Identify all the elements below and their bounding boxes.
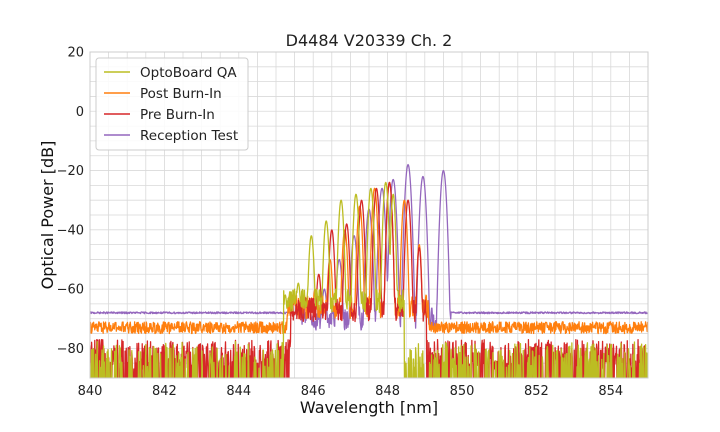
- x-tick-label: 846: [301, 384, 326, 399]
- plot-area-frame: [89, 51, 649, 379]
- x-tick-labels: 840 842 844 846 848 850 852 854: [78, 384, 624, 399]
- series-layer: [90, 163, 648, 378]
- legend-label: Pre Burn-In: [140, 107, 215, 123]
- legend-box: [95, 57, 249, 151]
- y-tick-label: −60: [57, 283, 84, 298]
- y-tick-label: −80: [57, 342, 84, 357]
- y-tick-label: 20: [67, 46, 84, 61]
- legend: OptoBoard QA Post Burn-In Pre Burn-In Recep…: [95, 57, 249, 151]
- legend-label: Post Burn-In: [140, 86, 222, 102]
- x-tick-label: 852: [524, 384, 549, 399]
- legend-label: OptoBoard QA: [140, 65, 237, 81]
- y-tick-label: −20: [57, 164, 84, 179]
- x-tick-label: 850: [450, 384, 475, 399]
- x-tick-label: 848: [375, 384, 400, 399]
- series-line-post-burn-in: [90, 181, 648, 335]
- y-tick-label: −40: [57, 223, 84, 238]
- chart-title: D4484 V20339 Ch. 2: [286, 31, 453, 50]
- x-tick-label: 854: [598, 384, 623, 399]
- x-tick-label: 844: [226, 384, 251, 399]
- legend-label: Reception Test: [140, 128, 238, 144]
- x-axis-label: Wavelength [nm]: [300, 398, 438, 417]
- x-tick-label: 840: [78, 384, 103, 399]
- y-axis-label: Optical Power [dB]: [38, 141, 57, 290]
- series-line-optoboard-qa: [90, 181, 648, 378]
- y-tick-labels: 20 0 −20 −40 −60 −80: [57, 46, 84, 357]
- y-tick-label: 0: [76, 105, 84, 120]
- x-tick-label: 842: [152, 384, 177, 399]
